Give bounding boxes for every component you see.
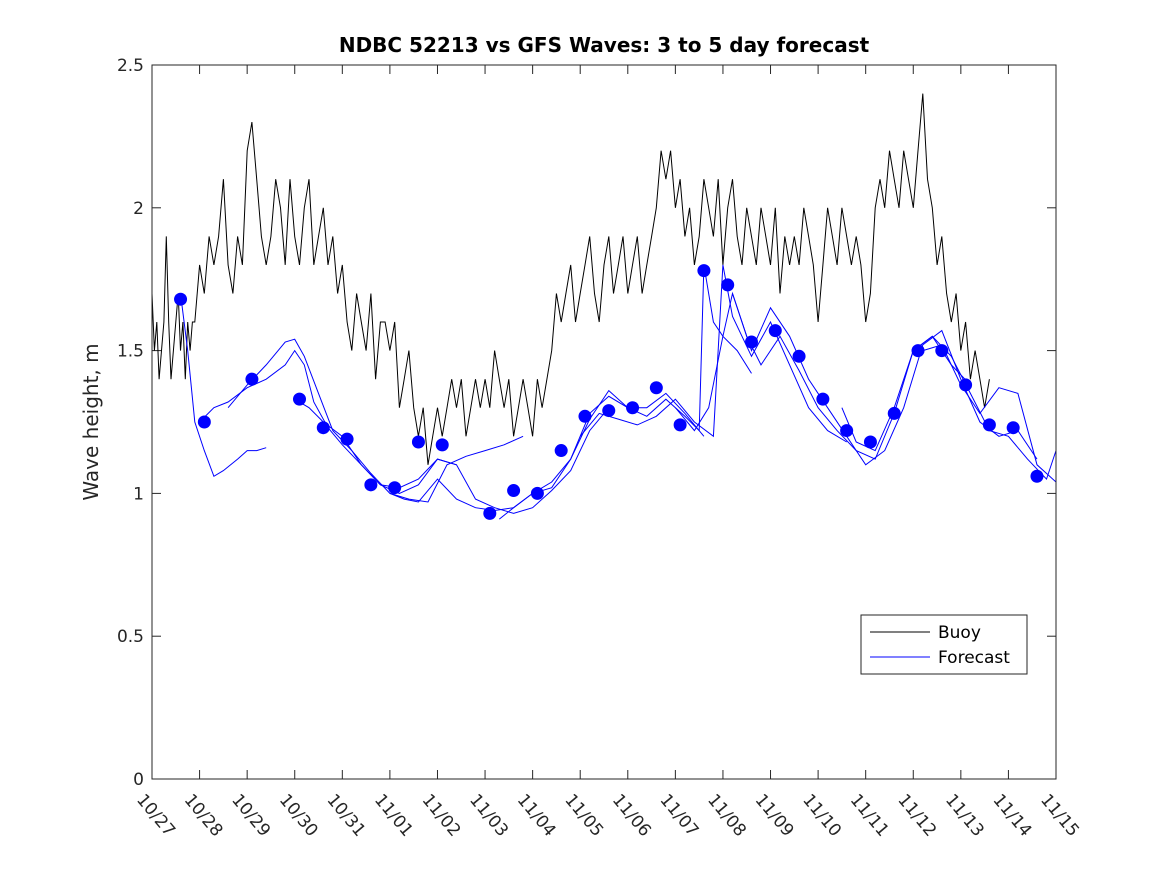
forecast-marker	[174, 292, 188, 306]
forecast-line	[579, 264, 847, 443]
y-tick-label: 1	[133, 484, 144, 504]
forecast-marker	[959, 378, 973, 392]
forecast-marker	[435, 438, 449, 452]
forecast-marker	[364, 478, 378, 492]
legend-box	[860, 614, 1028, 675]
forecast-marker	[697, 264, 711, 278]
y-tick-label: 0.5	[117, 627, 144, 647]
y-tick-label: 0	[133, 770, 144, 790]
axes-box	[151, 64, 1057, 780]
forecast-marker	[1006, 421, 1020, 435]
forecast-marker	[816, 392, 830, 406]
y-tick-label: 1.5	[117, 342, 144, 362]
forecast-marker	[316, 421, 330, 435]
forecast-marker	[982, 418, 996, 432]
forecast-marker	[887, 406, 901, 420]
forecast-marker	[340, 432, 354, 446]
legend: Buoy Forecast	[860, 614, 1028, 675]
forecast-marker	[911, 344, 925, 358]
forecast-marker	[197, 415, 211, 429]
forecast-markers	[174, 264, 1044, 520]
forecast-marker	[530, 486, 544, 500]
forecast-line	[294, 398, 610, 514]
forecast-line	[180, 293, 267, 478]
legend-forecast-label: Forecast	[938, 648, 1010, 668]
forecast-marker	[649, 381, 663, 395]
forecast-marker	[388, 481, 402, 495]
forecast-line	[227, 338, 524, 503]
forecast-marker	[602, 404, 616, 418]
forecast-marker	[578, 409, 592, 423]
y-tick-label: 2	[133, 199, 144, 219]
forecast-marker	[721, 278, 735, 292]
buoy-line	[152, 93, 990, 465]
forecast-line	[841, 335, 1056, 481]
forecast-marker	[840, 424, 854, 438]
forecast-marker	[744, 335, 758, 349]
forecast-marker	[1030, 469, 1044, 483]
forecast-marker	[768, 324, 782, 338]
forecast-marker	[292, 392, 306, 406]
y-tick-label: 2.5	[117, 56, 144, 76]
plot-lines	[152, 93, 1056, 520]
y-axis-label: Wave height, m	[79, 343, 103, 500]
forecast-marker	[245, 372, 259, 386]
forecast-marker	[483, 506, 497, 520]
forecast-marker	[863, 435, 877, 449]
chart-title: NDBC 52213 vs GFS Waves: 3 to 5 day fore…	[339, 33, 870, 57]
forecast-marker	[411, 435, 425, 449]
forecast-marker	[554, 444, 568, 458]
legend-buoy-label: Buoy	[938, 623, 981, 643]
forecast-marker	[792, 349, 806, 363]
forecast-line	[498, 264, 752, 520]
forecast-marker	[935, 344, 949, 358]
forecast-marker	[626, 401, 640, 415]
buoy-series	[152, 93, 990, 465]
forecast-marker	[673, 418, 687, 432]
forecast-marker	[507, 484, 521, 498]
